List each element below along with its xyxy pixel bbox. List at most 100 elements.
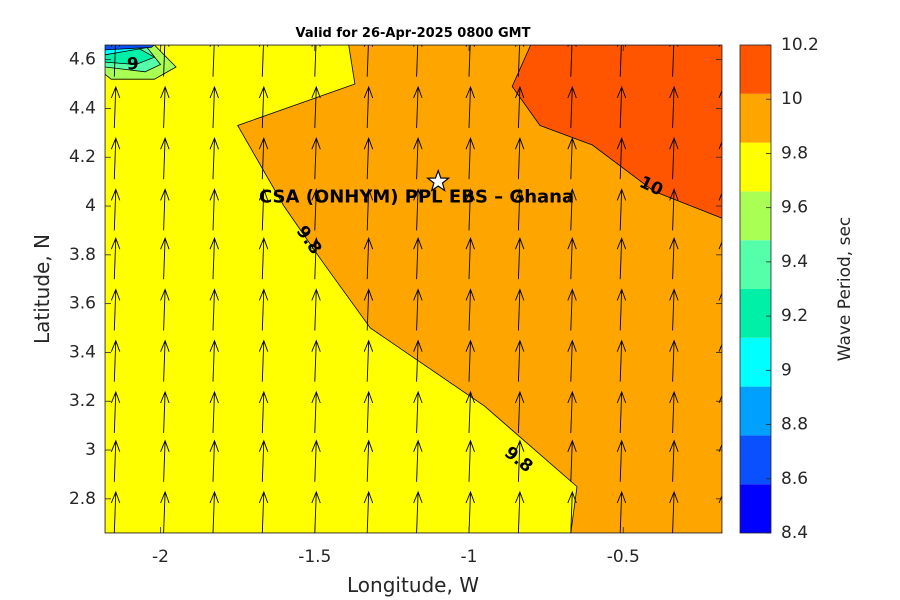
wave-arrow-55 (363, 236, 374, 280)
colorbar-swatch-6 (740, 191, 771, 241)
chart-title: Valid for 26-Apr-2025 0800 GMT (296, 26, 531, 41)
colorbar-tick-label: 10 (781, 89, 803, 109)
colorbar-tick-label: 8.6 (781, 469, 808, 489)
y-axis-ticks: 2.8 3 3.2 3.4 3.6 3.8 4 4.2 4.4 4.6 (69, 50, 722, 509)
plot-frame (104, 44, 723, 534)
wave-arrow-19 (160, 45, 170, 77)
x-tick-label: -2 (152, 547, 169, 567)
wave-arrow-66 (413, 188, 423, 231)
wave-arrow-85 (514, 236, 525, 280)
wave-arrow-90 (567, 490, 577, 533)
wave-arrow-63 (413, 339, 423, 382)
wave-arrow-126 (718, 191, 722, 231)
contour-region-7 (105, 45, 156, 51)
wave-arrow-54 (363, 288, 374, 331)
wave-arrow-82 (514, 390, 525, 434)
wave-arrow-48 (311, 85, 321, 129)
wave-arrow-67 (413, 136, 423, 180)
wave-arrow-96 (567, 188, 577, 231)
wave-arrow-84 (514, 288, 525, 331)
wave-arrow-112 (669, 390, 679, 434)
wave-arrow-87 (514, 136, 525, 180)
wave-arrow-56 (363, 188, 374, 231)
colorbar-swatch-4 (740, 289, 771, 338)
wave-arrow-31 (258, 439, 269, 482)
wave-arrow-6 (110, 188, 121, 231)
y-tick-label: 3.4 (69, 342, 96, 362)
site-label: CSA (ONHYM) PPL EBS – Ghana (259, 187, 574, 208)
wave-arrow-27 (209, 136, 219, 180)
y-tick-label: 2.8 (69, 489, 96, 509)
wave-arrow-71 (465, 439, 475, 482)
wave-arrow-95 (567, 236, 577, 280)
wave-arrow-128 (718, 89, 722, 128)
wave-arrow-29 (209, 45, 219, 77)
wave-arrow-77 (465, 136, 475, 180)
wave-arrow-36 (258, 188, 269, 231)
wave-arrow-47 (311, 136, 321, 180)
wave-arrow-119 (669, 45, 679, 77)
wave-arrow-42 (311, 390, 321, 434)
wave-arrow-113 (669, 339, 679, 382)
colorbar-tick-label: 9.6 (781, 198, 808, 218)
wave-arrow-24 (209, 288, 219, 331)
wave-arrow-10 (160, 490, 170, 533)
wave-arrow-68 (413, 85, 423, 129)
wave-arrow-21 (209, 439, 219, 482)
wave-arrow-37 (258, 136, 269, 180)
colorbar-tick-label: 9.4 (781, 252, 808, 272)
wave-arrow-65 (413, 236, 423, 280)
wave-arrow-7 (110, 136, 121, 180)
wave-direction-arrows (110, 45, 722, 533)
wave-arrow-3 (110, 339, 121, 382)
colorbar-swatch-2 (740, 386, 771, 436)
wave-arrow-103 (616, 339, 627, 382)
wave-arrow-16 (160, 188, 170, 231)
colorbar-frame (739, 44, 772, 534)
wave-arrow-81 (514, 439, 525, 482)
y-tick-label: 4 (85, 196, 96, 216)
contour-fills (105, 45, 722, 533)
wave-arrow-59 (363, 45, 374, 77)
wave-arrow-14 (160, 288, 170, 331)
y-tick-label: 4.4 (69, 98, 96, 118)
wave-arrow-101 (616, 439, 627, 482)
wave-arrow-18 (160, 85, 170, 129)
wave-arrow-75 (465, 236, 475, 280)
wave-arrow-127 (718, 140, 722, 180)
wave-arrow-0 (110, 490, 121, 533)
colorbar-swatch-0 (740, 484, 771, 533)
wave-arrow-105 (616, 236, 627, 280)
wave-arrow-26 (209, 188, 219, 231)
wave-arrow-107 (616, 136, 627, 180)
wave-arrow-5 (110, 236, 121, 280)
wave-arrow-51 (363, 439, 374, 482)
wave-arrow-45 (311, 236, 321, 280)
wave-arrow-70 (465, 490, 475, 533)
wave-arrow-122 (718, 394, 722, 433)
wave-arrow-98 (567, 85, 577, 129)
wave-arrow-35 (258, 236, 269, 280)
wave-arrow-64 (413, 288, 423, 331)
wave-arrow-33 (258, 339, 269, 382)
wave-arrow-61 (413, 439, 423, 482)
wave-arrow-11 (160, 439, 170, 482)
wave-arrow-43 (311, 339, 321, 382)
y-tick-label: 4.6 (69, 50, 96, 70)
wave-arrow-93 (567, 339, 577, 382)
wave-arrow-116 (669, 188, 679, 231)
plot-area (105, 45, 722, 533)
wave-arrow-1 (110, 439, 121, 482)
wave-arrow-13 (160, 339, 170, 382)
wave-arrow-12 (160, 390, 170, 434)
wave-arrow-62 (413, 390, 423, 434)
wave-arrow-76 (465, 188, 475, 231)
wave-arrow-99 (567, 45, 577, 77)
wave-arrow-72 (465, 390, 475, 434)
contour-region-2 (511, 45, 722, 219)
wave-arrow-17 (160, 136, 170, 180)
wave-arrow-4 (110, 288, 121, 331)
wave-arrow-23 (209, 339, 219, 382)
colorbar-swatch-9 (740, 45, 771, 94)
